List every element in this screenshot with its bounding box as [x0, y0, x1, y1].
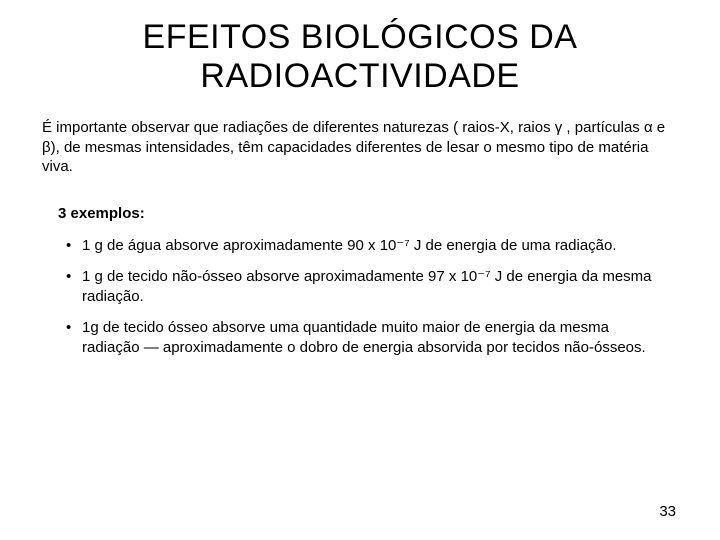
list-item: 1g de tecido ósseo absorve uma quantidad… — [66, 318, 670, 357]
list-item: 1 g de tecido não-ósseo absorve aproxima… — [66, 267, 670, 306]
intro-paragraph: É importante observar que radiações de d… — [40, 118, 680, 177]
page-number: 33 — [659, 503, 676, 520]
examples-heading: 3 exemplos: — [58, 205, 680, 222]
slide-title: EFEITOS BIOLÓGICOS DA RADIOACTIVIDADE — [40, 18, 680, 96]
bullet-list: 1 g de água absorve aproximadamente 90 x… — [66, 236, 680, 358]
list-item: 1 g de água absorve aproximadamente 90 x… — [66, 236, 670, 256]
